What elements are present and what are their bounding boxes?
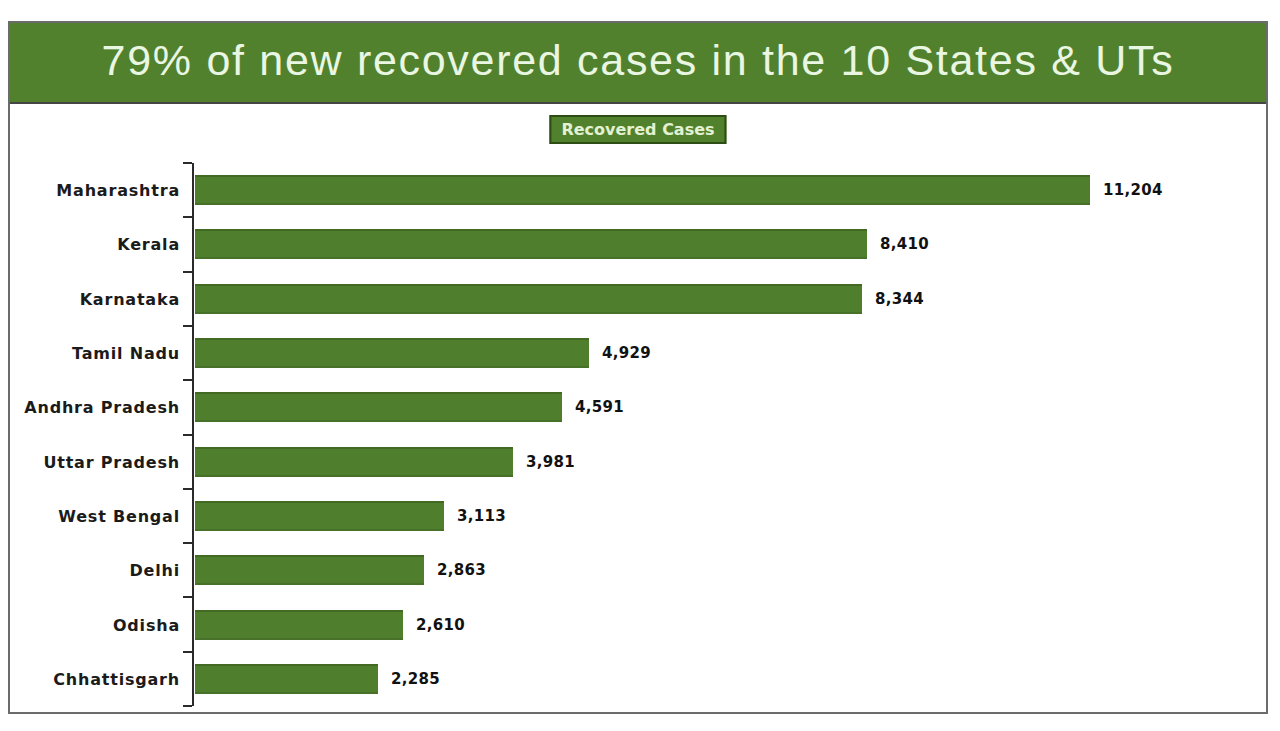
- axis-tick: [183, 216, 192, 218]
- bar-row: Kerala 8,410: [10, 229, 1266, 259]
- value-label: 2,610: [416, 616, 465, 634]
- value-label: 11,204: [1103, 181, 1163, 199]
- category-label: Odisha: [10, 615, 180, 634]
- value-label: 8,344: [875, 290, 924, 308]
- bar-row: Andhra Pradesh 4,591: [10, 392, 1266, 422]
- value-label: 2,285: [391, 670, 440, 688]
- bar: [195, 501, 444, 531]
- bar-row: West Bengal 3,113: [10, 501, 1266, 531]
- category-label: Tamil Nadu: [10, 344, 180, 363]
- axis-tick: [183, 488, 192, 490]
- category-label: Delhi: [10, 561, 180, 580]
- category-label: Andhra Pradesh: [10, 398, 180, 417]
- bar: [195, 284, 862, 314]
- bar: [195, 229, 867, 259]
- chart-frame: 79% of new recovered cases in the 10 Sta…: [8, 21, 1268, 714]
- bar-row: Chhattisgarh 2,285: [10, 664, 1266, 694]
- axis-tick: [183, 271, 192, 273]
- category-label: Karnataka: [10, 289, 180, 308]
- bar: [195, 610, 403, 640]
- bar-row: Karnataka 8,344: [10, 284, 1266, 314]
- bar-row: Tamil Nadu 4,929: [10, 338, 1266, 368]
- value-label: 8,410: [880, 235, 929, 253]
- bar-row: Uttar Pradesh 3,981: [10, 447, 1266, 477]
- value-label: 4,929: [602, 344, 651, 362]
- bar-chart: Maharashtra 11,204 Kerala 8,410 Karnataka 8,3…: [10, 23, 1266, 712]
- category-label: West Bengal: [10, 506, 180, 525]
- value-label: 4,591: [575, 398, 624, 416]
- category-label: Maharashtra: [10, 181, 180, 200]
- axis-tick: [183, 705, 192, 707]
- axis-tick: [183, 434, 192, 436]
- bar: [195, 175, 1090, 205]
- bar-row: Odisha 2,610: [10, 610, 1266, 640]
- category-label: Uttar Pradesh: [10, 452, 180, 471]
- value-label: 3,113: [457, 507, 506, 525]
- category-label: Chhattisgarh: [10, 669, 180, 688]
- axis-tick: [183, 542, 192, 544]
- axis-tick: [183, 162, 192, 164]
- bar: [195, 447, 513, 477]
- bar: [195, 392, 562, 422]
- bar-row: Maharashtra 11,204: [10, 175, 1266, 205]
- category-label: Kerala: [10, 235, 180, 254]
- value-label: 2,863: [437, 561, 486, 579]
- axis-tick: [183, 325, 192, 327]
- axis-tick: [183, 379, 192, 381]
- bar: [195, 664, 378, 694]
- bar: [195, 555, 424, 585]
- bar: [195, 338, 589, 368]
- axis-tick: [183, 651, 192, 653]
- value-label: 3,981: [526, 453, 575, 471]
- axis-tick: [183, 596, 192, 598]
- bar-row: Delhi 2,863: [10, 555, 1266, 585]
- page: 79% of new recovered cases in the 10 Sta…: [0, 0, 1280, 731]
